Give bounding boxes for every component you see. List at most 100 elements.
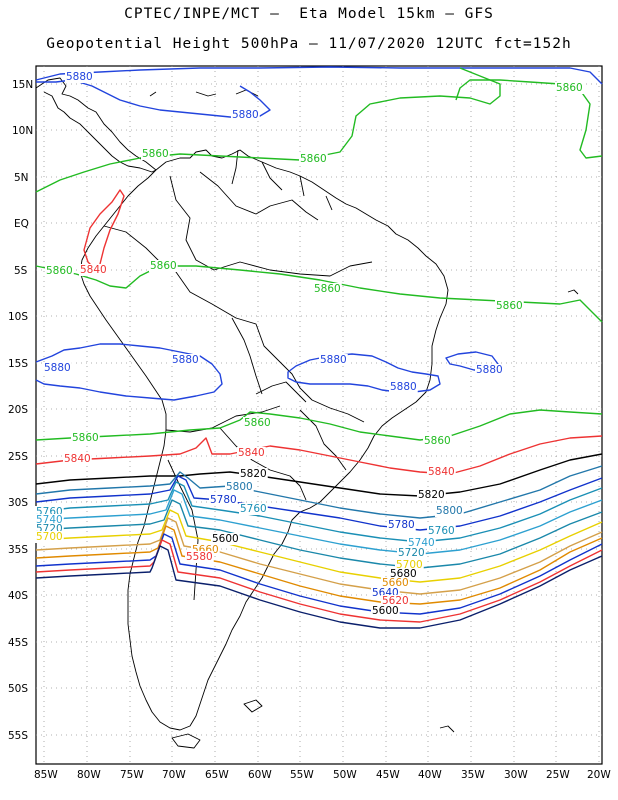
lon-label: 75W	[120, 769, 144, 781]
contour-label: 5800	[226, 481, 253, 493]
contour-label-backing	[313, 283, 342, 295]
lat-label: 5S	[14, 265, 28, 277]
contour-label-backing	[243, 417, 272, 429]
contour-label-backing	[435, 505, 464, 517]
contour-5880-north	[35, 66, 603, 85]
lat-label: 55S	[8, 730, 28, 742]
lat-label: 20S	[8, 404, 28, 416]
lon-label: 35W	[461, 769, 485, 781]
contour-5600	[35, 545, 603, 629]
lon-label: 40W	[418, 769, 442, 781]
lon-label: 65W	[205, 769, 229, 781]
contour-label-backing	[239, 468, 268, 480]
lat-label: 30S	[8, 497, 28, 509]
contour-label-backing	[43, 362, 72, 374]
contour-label: 5880	[320, 354, 347, 366]
contour-label: 5840	[238, 447, 265, 459]
contour-5860-north	[35, 67, 501, 193]
contour-label-backing	[209, 494, 238, 506]
contour-label-backing	[71, 432, 100, 444]
lat-label: 15S	[8, 358, 28, 370]
contour-label: 5880	[390, 381, 417, 393]
contour-label: 5860	[142, 148, 169, 160]
contour-label: 5600	[372, 605, 399, 617]
contour-5760	[35, 481, 603, 543]
contour-5680	[35, 517, 603, 595]
contour-label: 5740	[408, 537, 435, 549]
contour-label-backing	[237, 447, 266, 459]
map-frame	[35, 65, 603, 765]
contour-label: 5840	[80, 264, 107, 276]
lon-label: 85W	[34, 769, 58, 781]
lon-label: 70W	[162, 769, 186, 781]
contour-label: 5760	[240, 503, 267, 515]
lat-labels: 15N 10N 5N EQ 5S 10S 15S 20S 25S 30S 35S…	[8, 79, 33, 742]
contour-lines	[35, 66, 603, 629]
contour-5820	[35, 453, 603, 497]
lat-label: 5N	[14, 172, 29, 184]
lon-label: 55W	[290, 769, 314, 781]
contour-label-backing	[381, 595, 410, 607]
contour-label-backing	[299, 153, 328, 165]
lat-label: EQ	[14, 218, 29, 230]
contour-5700	[35, 509, 603, 583]
lat-label: 45S	[8, 637, 28, 649]
contour-label-backing	[381, 577, 410, 589]
contour-label-backing	[35, 531, 64, 543]
contour-label-backing	[423, 435, 452, 447]
contour-label-backing	[387, 519, 416, 531]
lat-label: 10S	[8, 311, 28, 323]
contour-label-backing	[417, 489, 446, 501]
contour-label: 5620	[382, 595, 409, 607]
lat-label: 25S	[8, 451, 28, 463]
contour-label-backing	[427, 466, 456, 478]
contour-label: 5760	[428, 525, 455, 537]
contour-label-backing	[171, 354, 200, 366]
contour-label-backing	[239, 503, 268, 515]
contour-label-backing	[427, 525, 456, 537]
lat-label: 40S	[8, 590, 28, 602]
lon-label: 50W	[333, 769, 357, 781]
contour-5740	[35, 489, 603, 555]
contour-label-backing	[79, 264, 108, 276]
contour-label-backing	[211, 533, 240, 545]
contour-5660	[35, 525, 603, 605]
lat-label: 50S	[8, 683, 28, 695]
contour-label: 5600	[212, 533, 239, 545]
contour-label: 5880	[476, 364, 503, 376]
contour-label-backing	[185, 551, 214, 563]
contour-label: 5720	[398, 547, 425, 559]
contour-label-backing	[389, 381, 418, 393]
contour-label-backing	[495, 300, 524, 312]
lon-label: 45W	[376, 769, 400, 781]
contour-label: 5860	[72, 432, 99, 444]
contour-label: 5780	[210, 494, 237, 506]
contour-label: 5860	[150, 260, 177, 272]
contour-label: 5820	[240, 468, 267, 480]
lon-label: 25W	[546, 769, 570, 781]
contour-label-backing	[407, 537, 436, 549]
contour-labels: 5880 5880 5880 5880 5880 5880 5880 5860 …	[35, 71, 584, 617]
contour-label-backing	[231, 109, 260, 121]
contour-label: 5580	[186, 551, 213, 563]
contour-label-backing	[141, 148, 170, 160]
contour-label-backing	[371, 605, 400, 617]
contour-label: 5860	[424, 435, 451, 447]
contour-label-backing	[45, 265, 74, 277]
lon-label: 80W	[77, 769, 101, 781]
contour-label-backing	[319, 354, 348, 366]
title-line-1: CPTEC/INPE/MCT – Eta Model 15km – GFS	[124, 6, 494, 22]
contour-5840-south	[35, 435, 603, 475]
contour-label: 5800	[436, 505, 463, 517]
lon-label: 60W	[248, 769, 272, 781]
contour-label: 5860	[314, 283, 341, 295]
lon-label: 20W	[587, 769, 611, 781]
contour-label: 5840	[64, 453, 91, 465]
contour-label: 5880	[44, 362, 71, 374]
contour-label: 5880	[172, 354, 199, 366]
contour-label: 5880	[232, 109, 259, 121]
lat-label: 35S	[8, 544, 28, 556]
contour-label-backing	[555, 82, 584, 94]
contour-label-backing	[63, 453, 92, 465]
